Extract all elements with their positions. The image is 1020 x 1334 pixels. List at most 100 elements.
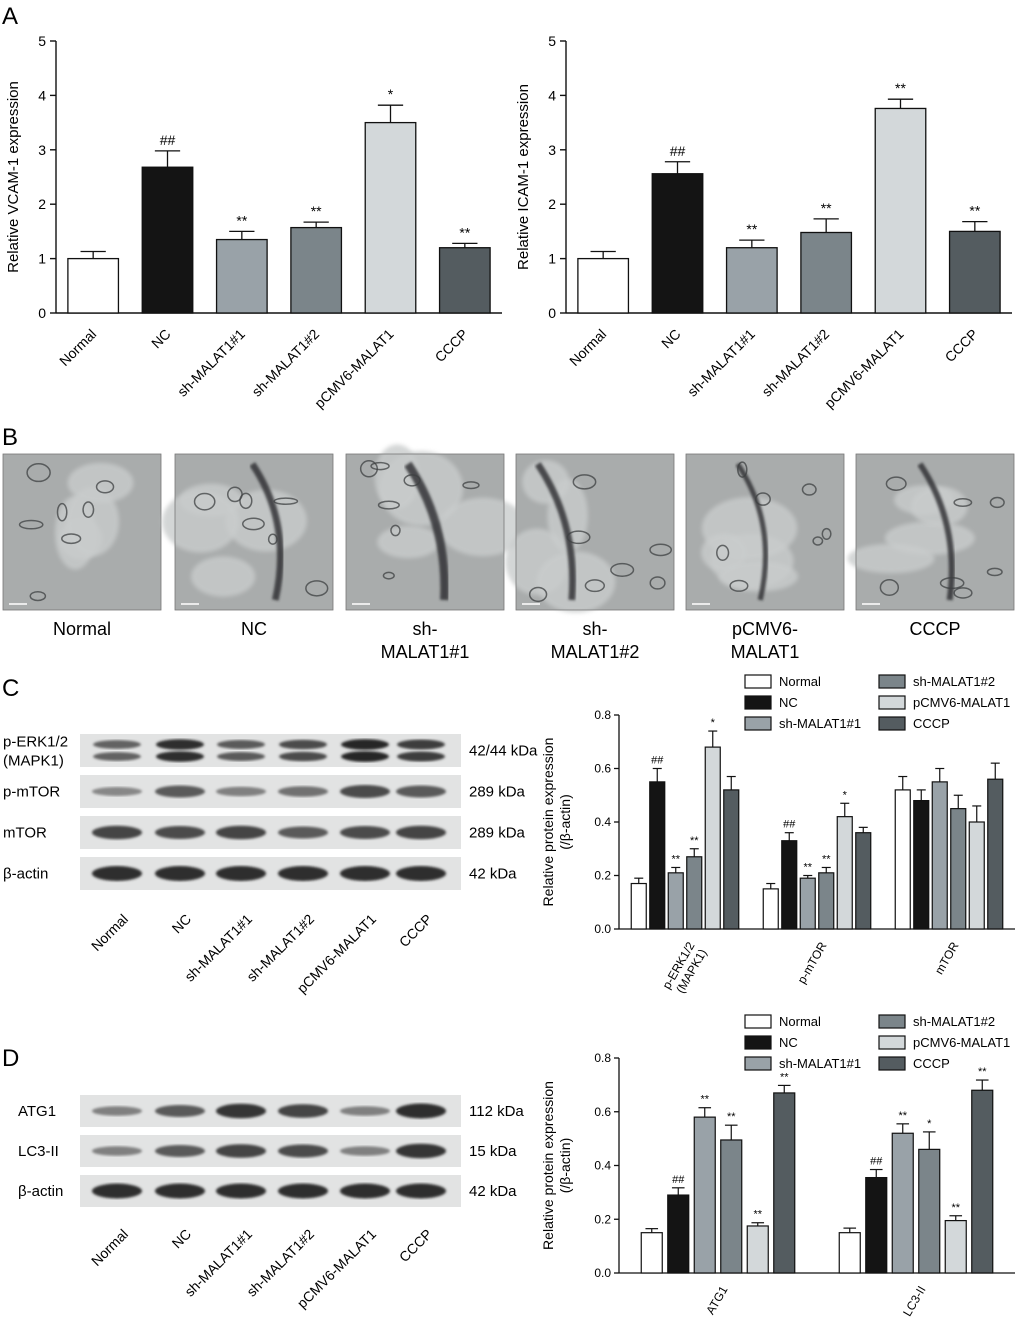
tem-caption: CCCP	[909, 619, 960, 639]
blot-band	[155, 826, 205, 839]
bar-pcmv6-malat1	[704, 746, 721, 930]
tem-organelle	[241, 517, 265, 531]
bar-cccp	[987, 778, 1004, 930]
tem-chromatin	[917, 462, 955, 601]
y-tick-label: 0.6	[594, 762, 611, 776]
y-tick-label: 4	[548, 87, 556, 103]
y-axis-label: Relative ICAM-1 expression	[515, 84, 532, 270]
bar-cccp	[948, 230, 1001, 314]
significance-label: **	[671, 853, 680, 865]
panel-label-b: B	[2, 424, 18, 451]
bar-sh-malat1-2	[720, 1139, 743, 1274]
blot-lane-label: CCCP	[396, 911, 435, 950]
bar-nc	[781, 840, 798, 930]
blot-band	[278, 1144, 328, 1158]
y-tick-label: 2	[548, 196, 556, 212]
blot-band	[93, 740, 141, 749]
x-tick-label: pCMV6-MALAT1	[821, 326, 907, 412]
blot-row-label: p-mTOR	[3, 784, 60, 801]
significance-label: *	[843, 789, 848, 801]
blot-band	[340, 1106, 390, 1116]
blot-band	[278, 826, 328, 839]
panel-label-d: D	[2, 1045, 19, 1072]
legend-swatch	[744, 695, 772, 710]
blot-band	[340, 866, 390, 881]
blot-lane-label: CCCP	[396, 1226, 435, 1265]
legend-label: Normal	[779, 1014, 821, 1029]
y-tick-label: 4	[38, 87, 46, 103]
blot-band	[92, 1106, 142, 1116]
bar-nc	[649, 781, 666, 930]
bar-pcmv6-malat1	[746, 1225, 769, 1274]
bar-normal	[577, 257, 630, 314]
tem-organelle	[879, 578, 900, 596]
tem-organelle	[953, 497, 973, 508]
bar-sh-malat1-1	[693, 1116, 716, 1274]
blot-band	[278, 786, 328, 797]
bar-sh-malat1-1	[931, 781, 948, 930]
x-tick-label: sh-MALAT1#2	[758, 326, 832, 400]
tem-border	[2, 453, 162, 611]
blot-band	[217, 740, 265, 749]
blot-band	[156, 751, 204, 762]
bar-normal	[838, 1232, 861, 1274]
bar-sh-malat1-1	[215, 238, 268, 314]
tem-organelle	[610, 562, 635, 577]
blot-size-label: 15 kDa	[469, 1143, 517, 1160]
x-tick-label: LC3-II	[900, 1284, 928, 1319]
legend-label: sh-MALAT1#1	[779, 1056, 861, 1071]
bar-cccp	[855, 832, 872, 930]
blot-band	[396, 1103, 446, 1119]
blot-band	[216, 825, 266, 840]
significance-label: **	[951, 1202, 960, 1214]
tem-organelle	[566, 530, 591, 545]
tem-image-row: Normal NC sh-MALAT1#1 sh-MALAT1#2 pCMV6-MALA…	[2, 444, 1015, 662]
blot-band	[397, 739, 445, 750]
tem-region	[718, 561, 799, 592]
tem-chromatin	[404, 461, 449, 601]
tem-border	[685, 453, 845, 611]
significance-label: ##	[160, 132, 176, 148]
legend-label: sh-MALAT1#1	[779, 716, 861, 731]
legend-swatch	[878, 1056, 906, 1071]
x-tick-label: CCCP	[432, 326, 471, 365]
significance-label: **	[690, 835, 699, 847]
blot-band	[92, 1183, 142, 1199]
bar-nc	[913, 799, 930, 930]
blot-band	[216, 786, 266, 797]
significance-label: **	[727, 1111, 736, 1123]
significance-label: **	[969, 203, 980, 219]
blot-band	[217, 752, 265, 761]
tem-organelle	[572, 474, 597, 490]
blot-band	[340, 1183, 390, 1199]
significance-label: **	[311, 203, 322, 219]
y-tick-label: 0.4	[594, 1159, 611, 1173]
tem-organelle	[885, 476, 907, 491]
blot-band	[155, 866, 205, 881]
tem-organelle	[729, 579, 749, 592]
blot-band	[92, 825, 142, 840]
significance-label: **	[821, 200, 832, 216]
legend-swatch	[744, 674, 772, 689]
tem-region	[374, 444, 420, 510]
blot-band	[93, 752, 141, 761]
legend-swatch	[878, 695, 906, 710]
western-blot-c: p-ERK1/2 (MAPK1) 42/44 kDa p-mTOR 289 kDa mTO…	[3, 734, 538, 997]
y-tick-label: 0.0	[594, 922, 611, 936]
y-tick-label: 0.0	[594, 1266, 611, 1280]
y-axis-label-unit: (/β-actin)	[557, 794, 573, 850]
bar-pcmv6-malat1	[874, 107, 927, 314]
protein-chart-d: 0.0 0.2 0.4 0.6 0.8 Relative protein expressi…	[540, 1051, 1015, 1319]
tem-image	[505, 453, 675, 613]
blot-band	[92, 866, 142, 881]
y-tick-label: 0	[38, 305, 46, 321]
y-tick-label: 0.2	[594, 869, 611, 883]
blot-band	[340, 785, 390, 798]
significance-label: ##	[870, 1156, 883, 1168]
x-tick-label: p-ERK1/2(MAPK1)	[659, 939, 709, 998]
y-tick-label: 3	[38, 142, 46, 158]
y-tick-label: 3	[548, 142, 556, 158]
significance-label: *	[711, 717, 716, 729]
bar-normal	[894, 789, 911, 930]
significance-label: ##	[670, 143, 686, 159]
